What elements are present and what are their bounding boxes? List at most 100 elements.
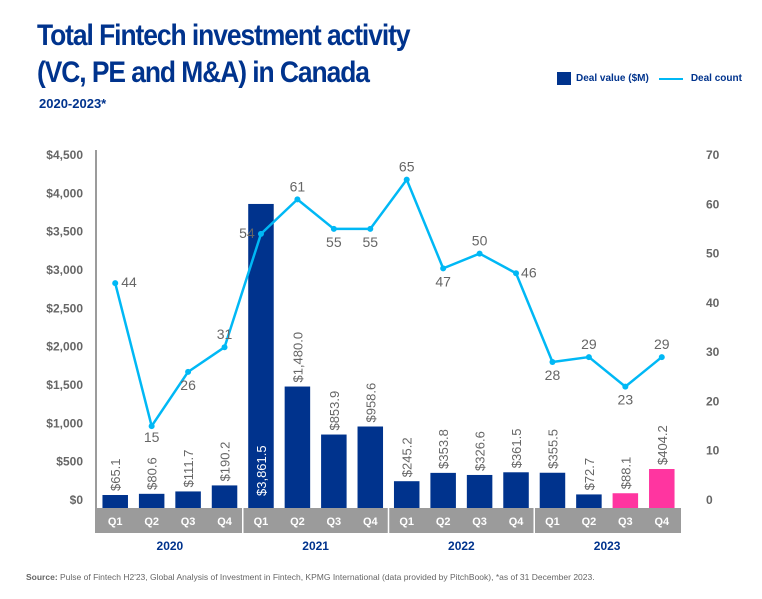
bar-value-label: $111.7 xyxy=(181,450,196,488)
quarter-label: Q4 xyxy=(654,516,670,528)
deal-count-point xyxy=(294,196,301,203)
quarter-label: Q2 xyxy=(290,516,305,528)
deal-count-label: 50 xyxy=(472,233,488,249)
deal-count-point xyxy=(367,225,374,232)
deal-count-label: 29 xyxy=(654,336,670,352)
deal-count-label: 23 xyxy=(618,392,634,408)
deal-count-label: 29 xyxy=(581,336,597,352)
quarter-label: Q2 xyxy=(436,516,451,528)
deal-count-point xyxy=(585,354,592,361)
bar-value-label: $72.7 xyxy=(582,458,597,491)
bar xyxy=(576,494,602,508)
deal-count-line: 44 15 26 31 54 61 55 55 65 47 50 46 28 29 23 29 xyxy=(112,159,670,445)
source-text: Pulse of Fintech H2'23, Global Analysis … xyxy=(57,572,595,582)
deal-count-label: 65 xyxy=(399,159,415,175)
deal-count-point xyxy=(549,359,556,365)
bar-value-label: $404.2 xyxy=(655,425,670,465)
year-labels: 2020 2021 2022 2023 xyxy=(157,539,621,553)
deal-count-point xyxy=(221,344,228,351)
year-label: 2020 xyxy=(157,539,184,553)
bar xyxy=(466,474,493,508)
bar xyxy=(503,472,529,508)
deal-count-label: 47 xyxy=(435,273,451,289)
bar xyxy=(138,493,165,508)
year-label: 2021 xyxy=(302,539,329,553)
chart-title: Total Fintech investment activity (VC, P… xyxy=(37,17,411,91)
right-axis-tick: 50 xyxy=(706,247,720,261)
bar xyxy=(430,472,456,508)
deal-count-point xyxy=(403,176,410,183)
legend-line-label: Deal count xyxy=(690,73,742,84)
quarter-label: Q1 xyxy=(108,516,123,528)
bars xyxy=(102,203,675,508)
deal-count-point xyxy=(622,383,629,390)
quarter-label: Q1 xyxy=(254,516,269,528)
deal-count-label: 55 xyxy=(362,234,378,250)
deal-count-polyline xyxy=(114,178,663,428)
deal-count-point xyxy=(185,368,192,375)
right-axis-tick: 0 xyxy=(706,493,713,507)
quarter-label: Q2 xyxy=(582,516,597,528)
chart-title-line1: Total Fintech investment activity xyxy=(37,19,411,52)
year-label: 2023 xyxy=(594,539,621,553)
deal-count-label: 55 xyxy=(326,234,342,250)
bar xyxy=(321,434,347,508)
deal-count-label: 46 xyxy=(521,264,537,280)
bar xyxy=(393,481,420,508)
left-axis-tick: $0 xyxy=(70,493,84,507)
bar xyxy=(612,493,639,508)
quarter-label: Q1 xyxy=(399,516,414,528)
left-axis-tick: $3,000 xyxy=(46,263,83,277)
year-label: 2022 xyxy=(448,539,475,553)
left-axis-tick: $4,500 xyxy=(46,148,83,162)
bar-value-label: $326.6 xyxy=(473,431,488,471)
deal-count-label: 28 xyxy=(545,367,561,383)
right-axis-tick: 60 xyxy=(706,197,720,211)
deal-count-label: 15 xyxy=(144,429,160,445)
right-axis-tick: 10 xyxy=(706,444,720,458)
left-axis-tick: $500 xyxy=(56,455,83,469)
deal-count-point xyxy=(440,265,447,272)
left-axis: $0 $500 $1,000 $1,500 $2,000 $2,500 $3,000 $3,5… xyxy=(46,148,83,507)
bar-value-label: $3,861.5 xyxy=(254,445,269,496)
bar xyxy=(357,426,384,508)
bar-value-label: $355.5 xyxy=(545,429,560,469)
bar-value-label: $190.2 xyxy=(218,442,233,482)
quarter-label: Q4 xyxy=(509,516,525,528)
right-axis-tick: 20 xyxy=(706,394,720,408)
deal-count-point xyxy=(112,280,119,287)
left-axis-tick: $1,500 xyxy=(46,378,83,392)
bar-value-label: $80.6 xyxy=(145,457,160,490)
chart-title-line2: (VC, PE and M&A) in Canada xyxy=(37,56,370,89)
left-axis-tick: $2,500 xyxy=(46,301,83,315)
right-axis-tick: 40 xyxy=(706,296,720,310)
quarter-label: Q3 xyxy=(181,516,196,528)
quarter-label: Q3 xyxy=(618,516,633,528)
bar xyxy=(284,386,311,508)
legend: Deal value ($M) Deal count xyxy=(557,72,742,85)
deal-count-point xyxy=(148,423,155,430)
deal-count-label: 61 xyxy=(290,178,306,194)
legend-line-swatch xyxy=(658,77,683,80)
bar xyxy=(211,485,238,508)
right-axis: 0 10 20 30 40 50 60 70 xyxy=(706,148,720,507)
bar-labels: $65.1 $80.6 $111.7 $190.2 $3,861.5 $1,480.0 $8… xyxy=(108,332,670,496)
bar xyxy=(175,491,201,508)
bar-value-label: $65.1 xyxy=(108,458,123,491)
deal-count-label: 31 xyxy=(217,326,233,342)
category-band: Q1 Q2 Q3 Q4 Q1 Q2 Q3 Q4 Q1 Q2 Q3 Q4 Q1 Q2 Q3 Q4 xyxy=(96,508,681,533)
bar xyxy=(248,203,274,508)
bar-value-label: $1,480.0 xyxy=(290,332,305,383)
quarter-label: Q4 xyxy=(363,516,379,528)
quarter-label: Q2 xyxy=(144,516,159,528)
bar-value-label: $88.1 xyxy=(618,457,633,490)
source-label: Source: xyxy=(26,572,58,582)
bar-value-label: $361.5 xyxy=(509,429,524,469)
bar xyxy=(649,469,675,508)
right-axis-tick: 30 xyxy=(706,345,720,359)
source-note: Source: Pulse of Fintech H2'23, Global A… xyxy=(26,572,595,582)
legend-bar-label: Deal value ($M) xyxy=(576,73,649,84)
deal-count-label: 54 xyxy=(239,225,255,241)
bar-value-label: $245.2 xyxy=(400,437,415,477)
